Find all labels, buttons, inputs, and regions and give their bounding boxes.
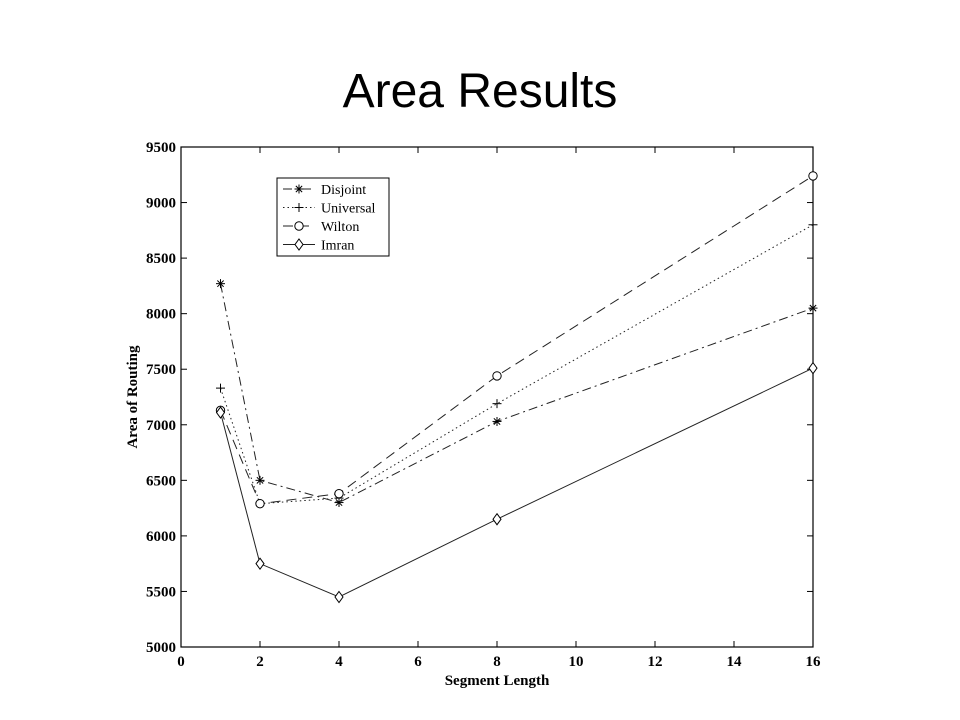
y-tick-label: 9500 [146, 140, 176, 156]
series-line-universal [220, 224, 814, 505]
marker-stroke [256, 476, 264, 484]
data-point-imran [215, 406, 226, 419]
series-line-disjoint [220, 283, 814, 504]
y-tick-label: 7500 [146, 362, 176, 378]
data-point-disjoint [808, 303, 818, 313]
data-point-imran [255, 557, 265, 571]
series-layer [215, 171, 818, 604]
data-point-universal [216, 383, 225, 393]
marker-shape [255, 557, 265, 571]
y-tick-label: 8500 [146, 251, 176, 267]
y-tick-label: 7000 [146, 418, 176, 434]
marker-shape [808, 361, 818, 375]
y-tick-label: 5500 [146, 584, 176, 600]
x-axis-label: Segment Length [445, 673, 550, 689]
data-point-wilton [492, 371, 502, 381]
legend: Disjoint Universal Wilton Imran [276, 177, 390, 257]
y-tick-label: 6000 [146, 529, 176, 545]
series-imran [215, 361, 818, 604]
x-tick-label: 14 [727, 654, 743, 670]
y-tick-label: 8000 [146, 307, 176, 323]
marker-shape [808, 171, 818, 181]
legend-entry-imran: Imran [283, 238, 354, 254]
legend-marker [294, 184, 304, 194]
x-tick-label: 16 [806, 654, 822, 670]
legend-label: Disjoint [321, 183, 366, 198]
marker-shape [492, 371, 502, 381]
legend-label: Universal [321, 202, 376, 217]
marker-shape [492, 512, 502, 526]
x-tick-label: 4 [335, 654, 343, 670]
x-tick-label: 6 [414, 654, 422, 670]
data-point-imran [334, 590, 344, 604]
y-tick-label: 5000 [146, 640, 176, 656]
plot-frame [180, 146, 814, 648]
y-axis-label: Area of Routing [125, 345, 141, 449]
marker-shape [294, 221, 304, 231]
legend-label: Wilton [321, 220, 359, 235]
marker-shape [215, 406, 226, 419]
slide-title: Area Results [342, 65, 618, 118]
y-tick-label: 9000 [146, 196, 176, 212]
marker-shape [334, 590, 344, 604]
data-point-disjoint [216, 279, 225, 289]
series-universal [216, 220, 818, 509]
data-point-disjoint [255, 475, 265, 485]
y-tick-label: 6500 [146, 473, 176, 489]
marker-stroke [295, 185, 303, 193]
marker-shape [294, 238, 304, 251]
legend-marker [294, 238, 304, 251]
data-point-wilton [808, 171, 818, 181]
legend-marker [294, 203, 304, 212]
x-tick-label: 10 [569, 654, 584, 670]
marker-shape [334, 488, 344, 499]
data-point-imran [808, 361, 818, 375]
data-point-wilton [334, 488, 344, 499]
legend-label: Imran [321, 239, 354, 254]
x-tick-label: 8 [493, 654, 501, 670]
legend-entry-universal: Universal [283, 202, 376, 217]
data-point-universal [808, 220, 818, 230]
legend-marker [294, 221, 304, 231]
data-point-disjoint [492, 416, 502, 426]
legend-entry-disjoint: Disjoint [283, 183, 366, 198]
x-tick-label: 0 [177, 654, 185, 670]
marker-stroke [809, 304, 817, 312]
series-line-imran [220, 367, 814, 598]
marker-stroke [216, 280, 225, 288]
data-point-universal [492, 399, 502, 409]
marker-stroke [493, 417, 501, 425]
marker-shape [255, 498, 265, 509]
legend-entry-wilton: Wilton [283, 220, 359, 235]
chart-axes: 0 2 4 6 8 10 12 14 16 5000 5500 6000 6500 7000 7500 800… [146, 140, 821, 670]
x-tick-label: 12 [648, 654, 663, 670]
data-point-imran [492, 512, 502, 526]
data-point-wilton [255, 498, 265, 509]
series-disjoint [216, 279, 818, 508]
x-tick-label: 2 [256, 654, 264, 670]
